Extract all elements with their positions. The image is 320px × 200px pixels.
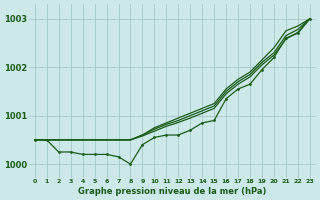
X-axis label: Graphe pression niveau de la mer (hPa): Graphe pression niveau de la mer (hPa) <box>78 187 267 196</box>
